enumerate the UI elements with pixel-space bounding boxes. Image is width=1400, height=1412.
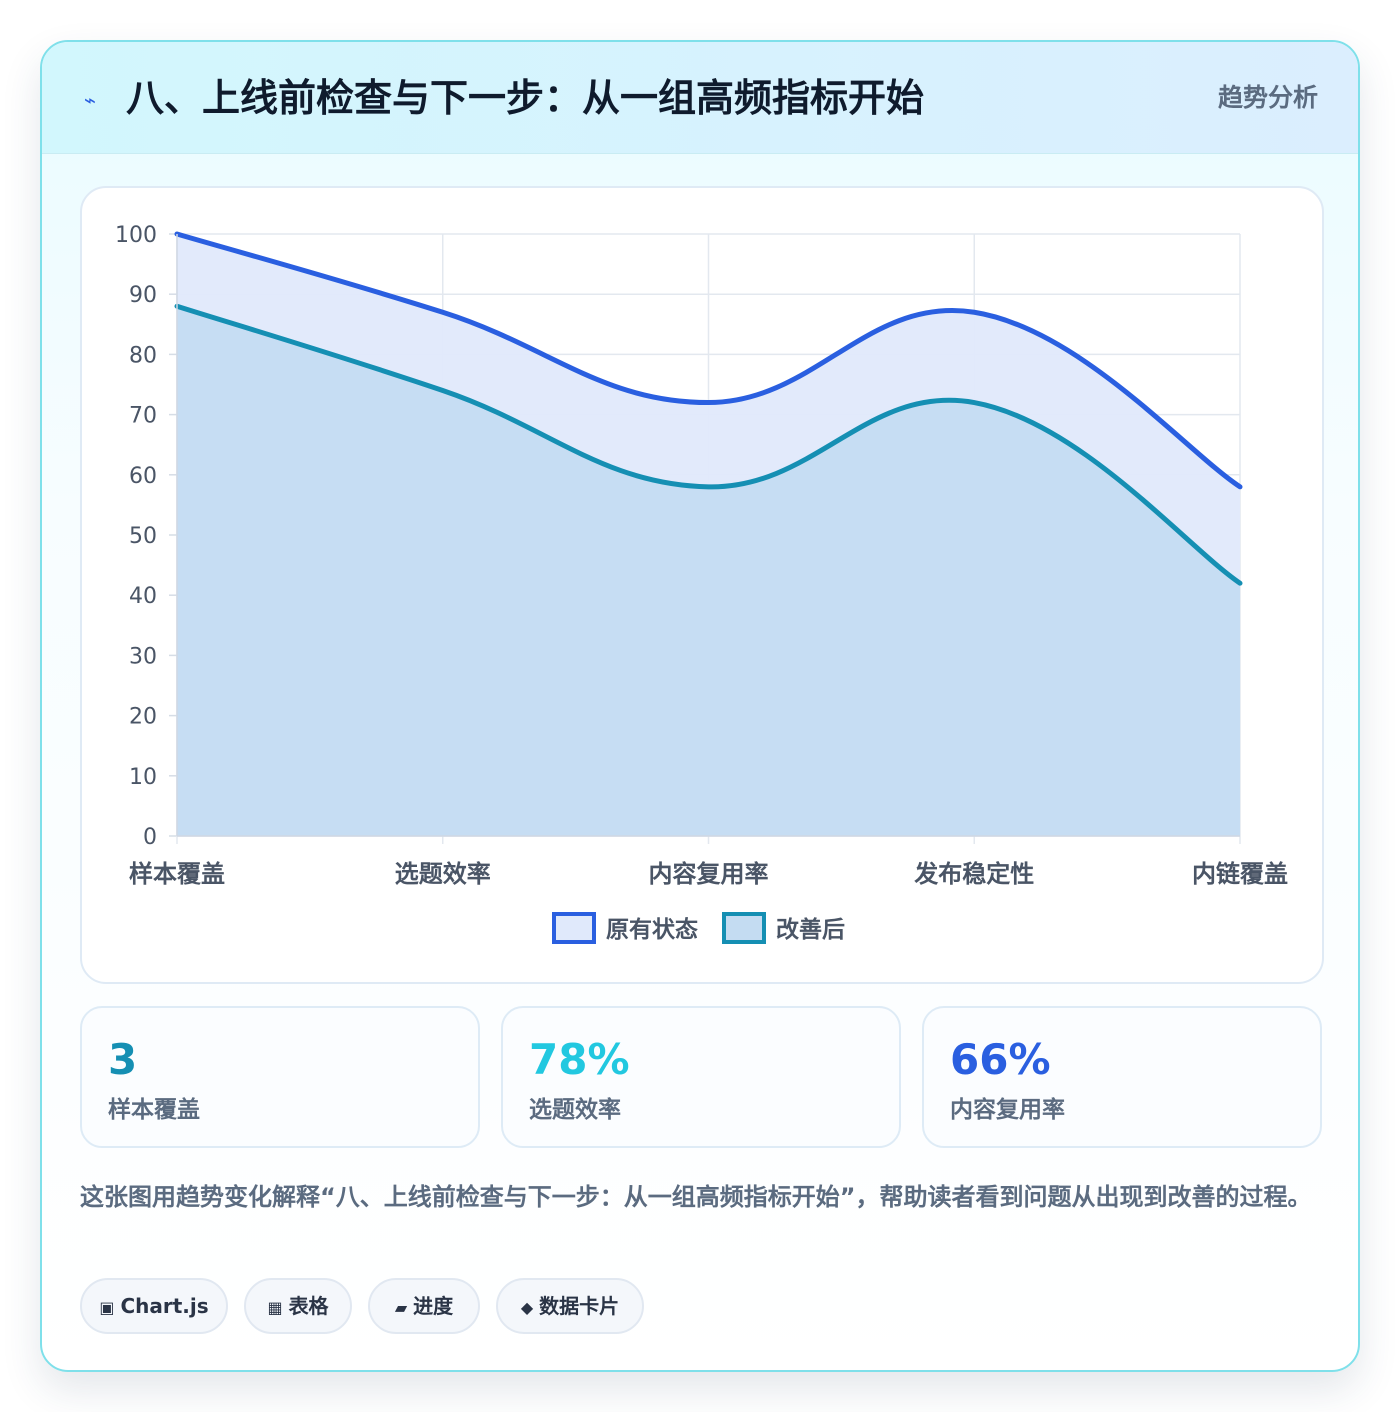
legend-swatch-1 [552,912,596,944]
chip-label: 表格 [288,1294,329,1318]
y-tick-label: 60 [129,464,157,489]
y-tick-label: 0 [143,825,157,850]
y-tick-label: 90 [129,283,157,308]
stat-card-1: 3 样本覆盖 [80,1006,480,1148]
legend-label-2: 改善后 [776,916,845,943]
stat-label: 样本覆盖 [108,1097,200,1123]
chart-container: 0 10 20 30 40 50 60 70 80 90 100 样本覆盖 选题效率 内容复用率 发布稳定性… [80,186,1324,984]
page-title: 八、上线前检查与下一步：从一组高频指标开始 [126,76,925,120]
y-tick-label: 30 [129,644,157,669]
chart-icon: ▣ [99,1298,115,1317]
x-tick-label: 内链覆盖 [1192,860,1288,888]
x-tick-label: 样本覆盖 [129,860,225,888]
x-tick-label: 内容复用率 [649,860,769,888]
y-tick-label: 70 [129,404,157,429]
chart-description: 这张图用趋势变化解释“八、上线前检查与下一步：从一组高频指标开始”，帮助读者看到… [80,1183,1312,1211]
chip-label: Chart.js [120,1294,209,1318]
y-tick-label: 10 [129,765,157,790]
progress-icon: ▰ [394,1298,408,1317]
bolt-icon: ⌁ [84,88,97,112]
chip-label: 数据卡片 [539,1294,620,1318]
header-tag: 趋势分析 [1217,83,1318,112]
x-tick-label: 选题效率 [395,860,491,888]
stat-value: 78% [529,1035,630,1084]
series-line-1 [174,231,1243,490]
trend-chart: 0 10 20 30 40 50 60 70 80 90 100 样本覆盖 选题效率 内容复用率 发布稳定性… [115,223,1288,944]
chip-label: 进度 [413,1294,454,1318]
chip-chartjs[interactable]: ▣ Chart.js [80,1278,228,1334]
chip-progress[interactable]: ▰ 进度 [368,1278,480,1334]
stat-card-2: 78% 选题效率 [501,1006,901,1148]
y-tick-label: 100 [115,223,157,248]
card-header: ⌁ 八、上线前检查与下一步：从一组高频指标开始 趋势分析 [42,42,1358,154]
chip-data-card[interactable]: ◆ 数据卡片 [496,1278,644,1334]
stat-value: 66% [950,1035,1051,1084]
legend-swatch-2 [722,912,766,944]
series-line-2 [174,303,1243,586]
y-tick-label: 80 [129,343,157,368]
y-tick-label: 20 [129,705,157,730]
chip-table[interactable]: ▦ 表格 [244,1278,352,1334]
x-tick-label: 发布稳定性 [913,860,1034,888]
legend-label-1: 原有状态 [606,916,698,943]
stat-label: 选题效率 [529,1097,621,1123]
stat-card-3: 66% 内容复用率 [922,1006,1322,1148]
stat-value: 3 [108,1035,138,1084]
table-icon: ▦ [267,1298,283,1317]
y-tick-label: 40 [129,584,157,609]
chart-card: ⌁ 八、上线前检查与下一步：从一组高频指标开始 趋势分析 0 10 20 30 40 50… [40,40,1360,1372]
stat-label: 内容复用率 [950,1097,1065,1123]
diamond-icon: ◆ [520,1298,534,1317]
y-tick-label: 50 [129,524,157,549]
series-area-2 [177,306,1240,836]
